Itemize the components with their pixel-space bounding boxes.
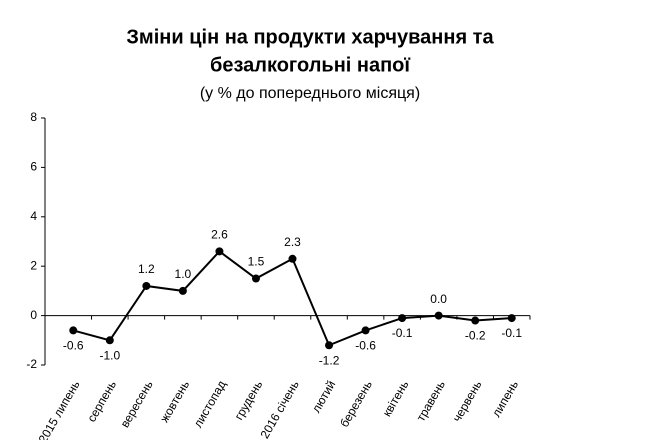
x-tick-label: травень xyxy=(414,378,448,424)
point xyxy=(105,336,114,345)
point xyxy=(434,311,443,320)
point xyxy=(142,281,151,290)
x-tick-label: грудень xyxy=(232,378,266,422)
chart-subtitle: (у % до попереднього місяця) xyxy=(200,85,420,102)
x-tick-label: листопад xyxy=(191,378,229,430)
point xyxy=(398,314,407,323)
x-tick-label: червень xyxy=(450,378,485,424)
chart-title: безалкогольні напої xyxy=(210,54,410,76)
x-tick-label: 2015 липень xyxy=(36,378,83,440)
data-label: -0.1 xyxy=(501,326,522,340)
data-label: -0.1 xyxy=(392,326,413,340)
point xyxy=(178,286,187,295)
data-label: 1.0 xyxy=(175,267,192,281)
chart-title: Зміни цін на продукти харчування та xyxy=(126,26,494,48)
x-tick-label: березень xyxy=(337,378,375,430)
data-label: -1.0 xyxy=(99,348,120,362)
y-tick-label: 2 xyxy=(30,258,37,272)
data-label: 2.6 xyxy=(211,228,228,242)
x-tick-label: 2016 січень xyxy=(257,378,301,440)
point xyxy=(69,326,78,335)
data-label: -0.6 xyxy=(355,339,376,353)
x-tick-label: жовтень xyxy=(157,378,192,425)
y-tick-label: 8 xyxy=(30,110,37,124)
point xyxy=(251,274,260,283)
point xyxy=(361,326,370,335)
data-label: 0.0 xyxy=(430,292,447,306)
x-tick-label: липень xyxy=(489,378,521,419)
data-label: 1.5 xyxy=(248,255,265,269)
point xyxy=(507,314,516,323)
point xyxy=(288,254,297,263)
x-tick-label: лютий xyxy=(309,378,338,415)
data-label: -0.2 xyxy=(465,329,486,343)
x-tick-label: серпень xyxy=(84,378,119,424)
y-tick-label: 0 xyxy=(30,308,37,322)
x-tick-label: квітень xyxy=(380,378,412,419)
point xyxy=(471,316,480,325)
data-label: -0.6 xyxy=(63,339,84,353)
y-tick-label: -2 xyxy=(26,357,37,371)
data-label: -1.2 xyxy=(319,353,340,367)
data-label: 1.2 xyxy=(138,262,155,276)
point xyxy=(325,341,334,350)
data-label: 2.3 xyxy=(284,235,301,249)
point xyxy=(215,247,224,256)
y-tick-label: 6 xyxy=(30,160,37,174)
y-tick-label: 4 xyxy=(30,209,37,223)
x-tick-label: вересень xyxy=(118,378,156,430)
